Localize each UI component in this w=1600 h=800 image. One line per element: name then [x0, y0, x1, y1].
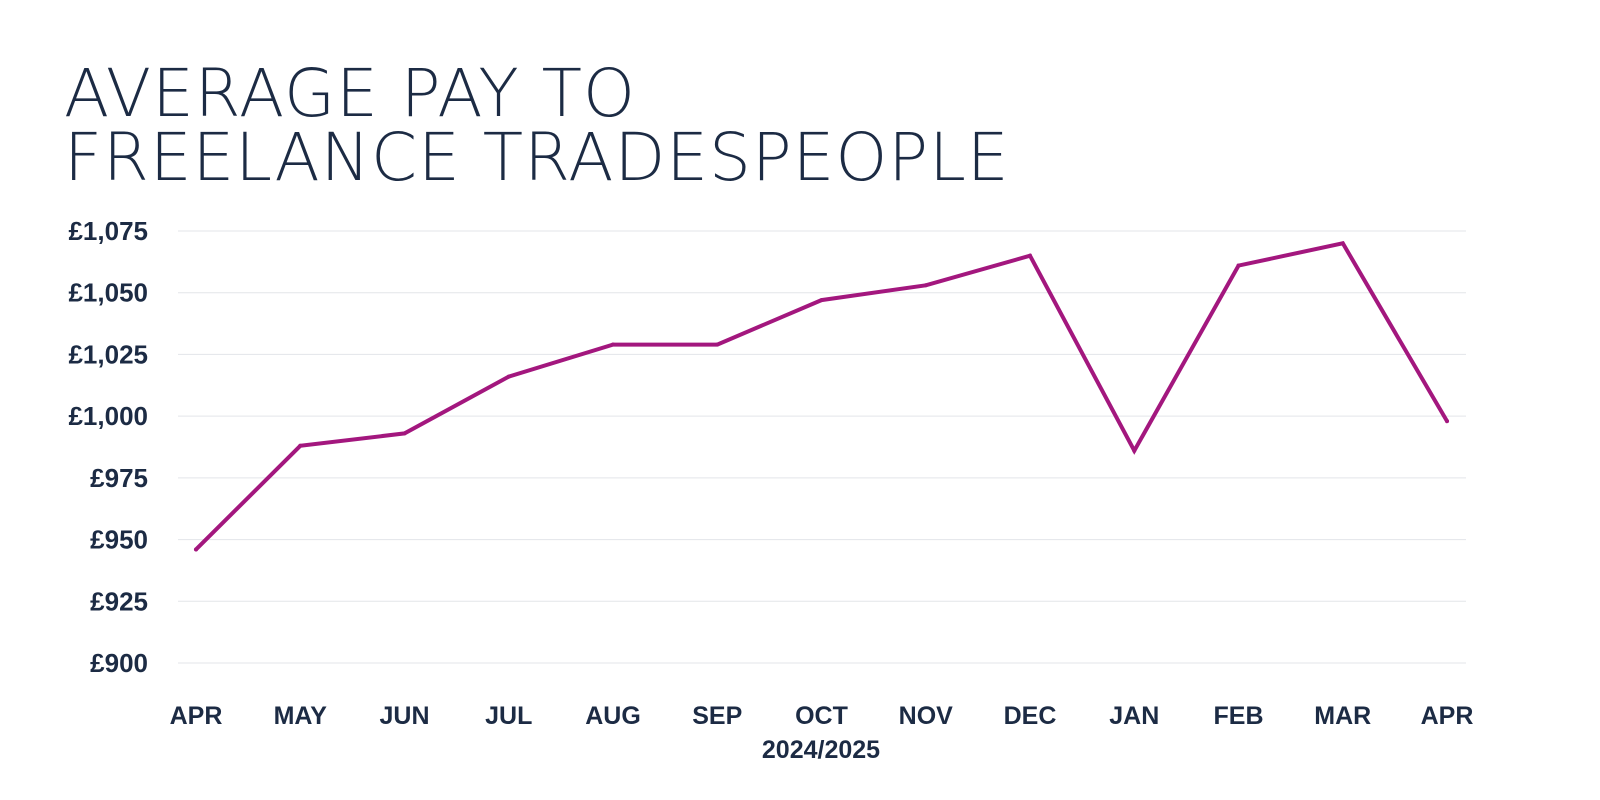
y-axis-tick-labels: £900 £925 £950 £975 £1,000 £1,025 £1,050 £1,075 [68, 216, 148, 678]
x-tick-label: JUL [485, 702, 532, 730]
y-tick-label: £1,075 [68, 216, 148, 246]
x-tick-label: APR [1421, 702, 1474, 730]
x-tick-label: OCT [795, 702, 848, 730]
x-tick-label: DEC [1004, 702, 1057, 730]
x-tick-label: APR [170, 702, 223, 730]
series-group [194, 241, 1449, 552]
data-point [1028, 253, 1032, 258]
y-tick-label: £1,050 [68, 278, 148, 308]
chart-title: AVERAGE PAY TO FREELANCE TRADESPEOPLE [64, 55, 1010, 196]
x-tick-label: MAR [1314, 702, 1371, 730]
x-tick-label: NOV [899, 702, 954, 730]
data-point [1340, 241, 1345, 246]
data-point [194, 547, 198, 552]
y-tick-label: £1,025 [68, 339, 148, 369]
x-axis-tick-labels: APR MAY JUN JUL AUG SEP OCT NOV DEC JAN FEB MAR APR [170, 702, 1474, 730]
x-tick-label: SEP [692, 702, 742, 730]
y-tick-label: £925 [90, 586, 148, 616]
data-point [923, 283, 928, 288]
data-point [298, 443, 303, 448]
data-point [715, 342, 720, 347]
data-point [819, 298, 824, 303]
chart-title-line-2: FREELANCE TRADESPEOPLE [64, 119, 1010, 196]
y-tick-label: £900 [90, 648, 148, 678]
y-tick-label: £950 [90, 525, 148, 555]
data-point [1132, 448, 1137, 453]
data-point [1445, 419, 1449, 424]
x-tick-label: JAN [1109, 702, 1159, 730]
x-tick-label: JUN [379, 702, 429, 730]
data-point [506, 374, 511, 379]
y-tick-label: £975 [90, 463, 148, 493]
x-tick-label: MAY [274, 702, 328, 730]
x-axis-label: 2024/2025 [762, 736, 880, 764]
x-tick-label: FEB [1214, 702, 1264, 730]
data-point [402, 431, 407, 436]
data-point [1236, 263, 1241, 268]
data-point [611, 342, 615, 347]
series-line [194, 241, 1449, 552]
gridlines [178, 230, 1466, 664]
chart-title-line-1: AVERAGE PAY TO [64, 55, 636, 132]
y-tick-label: £1,000 [68, 401, 148, 431]
x-tick-label: AUG [585, 702, 641, 730]
